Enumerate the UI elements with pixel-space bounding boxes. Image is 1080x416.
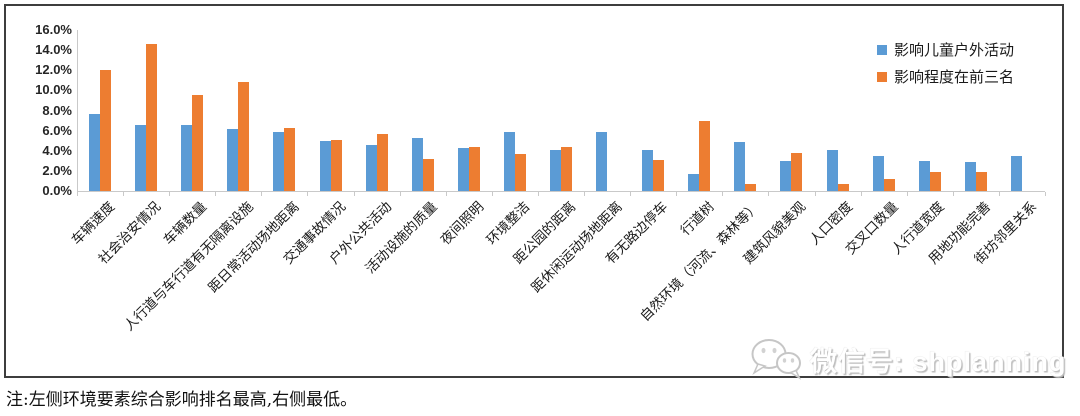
bar [192, 95, 204, 191]
bar [514, 153, 526, 191]
legend-item-children-outdoor-activity: 影响儿童户外活动 [877, 41, 1014, 59]
x-axis-tick [399, 192, 401, 196]
bar [837, 183, 849, 191]
bar [457, 147, 469, 191]
x-axis-tick [169, 192, 171, 196]
bar [964, 161, 976, 191]
bar [135, 124, 147, 191]
bar [791, 152, 803, 191]
bar [653, 159, 665, 191]
x-axis-tick [952, 192, 954, 196]
bar [826, 149, 838, 191]
bar [422, 158, 434, 191]
bar [688, 173, 700, 191]
bar [376, 133, 388, 191]
wechat-icon [751, 339, 802, 380]
bar [929, 171, 941, 191]
bar [181, 124, 193, 191]
bar [883, 178, 895, 191]
bar [780, 160, 792, 191]
y-axis-tick-label: 0.0% [42, 183, 72, 198]
bar [319, 140, 331, 191]
x-axis-tick [123, 192, 125, 196]
x-axis-tick [814, 192, 816, 196]
bar [468, 146, 480, 191]
footnote: 注:左侧环境要素综合影响排名最高,右侧最低。 [6, 390, 358, 410]
y-axis-tick-label: 2.0% [42, 162, 72, 178]
legend-swatch-orange-icon [877, 72, 887, 82]
bar [734, 141, 746, 191]
x-axis-label: 夜间照明 [437, 198, 487, 249]
bar [284, 127, 296, 191]
bar [596, 131, 608, 191]
x-axis-tick [261, 192, 263, 196]
x-axis-tick [77, 192, 78, 196]
x-axis-line [77, 191, 1045, 192]
x-axis-tick [722, 192, 724, 196]
bar [330, 139, 342, 191]
x-axis-tick [630, 192, 632, 196]
y-axis-tick-label: 4.0% [42, 142, 72, 158]
bar [975, 171, 987, 191]
x-axis-tick [676, 192, 678, 196]
bar [146, 44, 158, 191]
x-axis-tick [860, 192, 862, 196]
y-axis-tick-label: 14.0% [35, 42, 72, 58]
bar [872, 155, 884, 191]
x-axis-tick [768, 192, 770, 196]
x-axis-tick [445, 192, 447, 196]
x-axis-tick [353, 192, 355, 196]
x-axis-tick [906, 192, 908, 196]
watermark: 微信号: shplanning [750, 336, 1066, 382]
bar [503, 131, 515, 191]
bar [227, 128, 239, 191]
bar [642, 149, 654, 191]
watermark-text: 微信号: shplanning [810, 346, 1067, 377]
x-axis-tick [537, 192, 539, 196]
legend-item-top3-influence: 影响程度在前三名 [877, 68, 1014, 86]
bar [273, 131, 285, 191]
bar [365, 144, 377, 191]
y-axis-tick-label: 12.0% [35, 62, 72, 78]
bar [100, 70, 112, 191]
x-axis-tick [215, 192, 217, 196]
y-axis-tick-label: 6.0% [42, 122, 72, 138]
bar [745, 183, 757, 191]
y-axis-line [77, 30, 78, 191]
x-axis-tick [998, 192, 1000, 196]
y-axis-tick-label: 16.0% [35, 22, 72, 37]
bar [918, 160, 930, 191]
bar [238, 82, 250, 191]
legend-label: 影响程度在前三名 [894, 68, 1015, 86]
bar [89, 113, 101, 191]
x-axis-tick [584, 192, 586, 196]
bar [1010, 155, 1022, 191]
bar [699, 120, 711, 191]
x-axis-tick [307, 192, 309, 196]
chart-legend: 影响儿童户外活动 影响程度在前三名 [877, 41, 1014, 95]
x-axis-tick [491, 192, 493, 196]
x-axis-tick [1045, 192, 1046, 196]
bar [411, 137, 423, 191]
y-axis-tick-label: 10.0% [35, 82, 72, 98]
bar [561, 146, 572, 191]
y-axis-tick-label: 8.0% [42, 102, 72, 118]
legend-swatch-blue-icon [877, 45, 887, 55]
legend-label: 影响儿童户外活动 [894, 41, 1015, 59]
bar [550, 149, 561, 191]
